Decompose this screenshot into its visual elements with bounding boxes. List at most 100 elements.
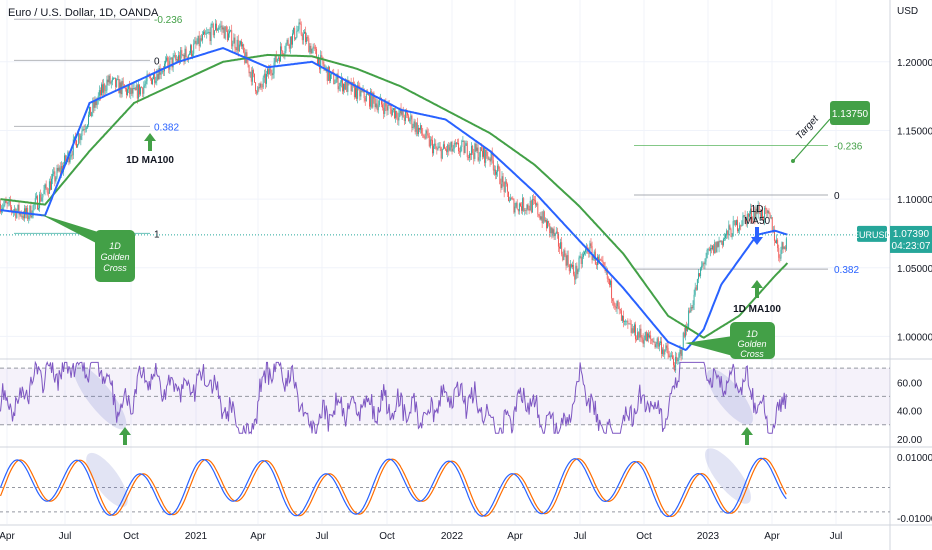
candle-body: [689, 310, 691, 313]
candle-body: [510, 197, 512, 201]
candle-body: [563, 250, 565, 261]
candle-body: [309, 45, 311, 53]
candle-body: [592, 256, 594, 260]
candle-body: [759, 212, 761, 219]
candle-body: [243, 44, 245, 53]
candle-body: [72, 139, 74, 156]
candle-body: [162, 70, 164, 72]
candle-body: [389, 105, 391, 109]
candle-body: [81, 130, 83, 136]
candle-body: [241, 41, 242, 47]
target-dot: [791, 159, 795, 163]
candle-body: [238, 44, 240, 52]
candle-body: [646, 333, 648, 342]
candle-body: [172, 56, 174, 68]
candle-body: [608, 278, 610, 285]
golden-cross-text: Cross: [103, 263, 127, 273]
fib-level-label: -0.236: [834, 142, 863, 153]
candle-body: [452, 148, 454, 152]
candle-body: [480, 147, 482, 152]
last-price-badge: [890, 225, 932, 253]
candle-body: [218, 27, 220, 30]
candle-body: [483, 147, 484, 157]
candle-body: [272, 73, 274, 76]
candle-body: [588, 252, 590, 254]
candle-body: [161, 70, 163, 73]
candle-body: [407, 112, 409, 116]
candle-body: [341, 78, 343, 92]
ma50-line: [0, 47, 788, 351]
osc-highlight: [705, 448, 751, 504]
candle-body: [296, 30, 298, 38]
candle-body: [330, 74, 331, 81]
candle-body: [785, 238, 787, 250]
candle-body: [415, 122, 417, 132]
x-tick-label: Jul: [830, 531, 843, 542]
candle-body: [717, 241, 719, 247]
candle-body: [704, 261, 706, 265]
candle-body: [16, 210, 18, 218]
candle-body: [279, 57, 280, 62]
rsi-line: [0, 360, 787, 435]
candle-body: [643, 340, 645, 344]
candle-body: [780, 249, 782, 259]
candle-body: [557, 233, 559, 247]
candle-body: [271, 72, 273, 76]
candle-body: [401, 109, 403, 115]
candle-body: [132, 88, 134, 94]
candle-body: [128, 85, 130, 90]
candle-body: [230, 30, 232, 32]
candle-body: [326, 67, 328, 81]
candle-body: [361, 90, 363, 92]
candle-body: [502, 176, 504, 183]
candle-body: [722, 238, 724, 246]
candle-body: [656, 338, 658, 345]
candle-body: [531, 199, 533, 213]
candle-body: [727, 230, 729, 236]
osc-highlight: [86, 452, 128, 508]
fib-level-label: 0.382: [154, 122, 179, 133]
candle-body: [475, 143, 477, 151]
candle-body: [299, 22, 301, 24]
candle-body: [572, 264, 573, 267]
candle-body: [288, 44, 290, 49]
candle-body: [56, 167, 58, 178]
candle-body: [398, 113, 400, 121]
candle-body: [58, 167, 60, 171]
candle-body: [285, 43, 287, 52]
candle-body: [226, 30, 228, 41]
candle-body: [71, 154, 73, 156]
candle-body: [607, 278, 609, 280]
candle-body: [219, 26, 221, 28]
candle-body: [51, 178, 53, 190]
candle-body: [155, 81, 157, 83]
candle-body: [668, 354, 670, 358]
candle-body: [397, 117, 399, 121]
candle-body: [519, 203, 521, 207]
candle-body: [663, 349, 665, 355]
candle-body: [173, 55, 175, 57]
candle-body: [686, 326, 687, 331]
candle-body: [297, 29, 299, 31]
candle-body: [224, 26, 226, 39]
candle-body: [115, 77, 117, 87]
candle-body: [637, 332, 639, 340]
candle-body: [687, 328, 689, 331]
candle-body: [764, 207, 766, 221]
candle-body: [578, 257, 580, 270]
candle-body: [731, 236, 733, 238]
candle-body: [512, 198, 514, 200]
candle-body: [286, 39, 288, 44]
candle-body: [544, 220, 546, 222]
candle-body: [78, 134, 80, 145]
candle-body: [730, 229, 732, 237]
candle-body: [526, 204, 528, 211]
candle-body: [742, 215, 744, 225]
candle-body: [681, 349, 683, 356]
candle-body: [378, 100, 380, 106]
candle-body: [613, 300, 615, 306]
candle-body: [38, 208, 39, 210]
candle-body: [388, 104, 390, 106]
candle-body: [504, 181, 506, 192]
candle-body: [170, 57, 172, 59]
